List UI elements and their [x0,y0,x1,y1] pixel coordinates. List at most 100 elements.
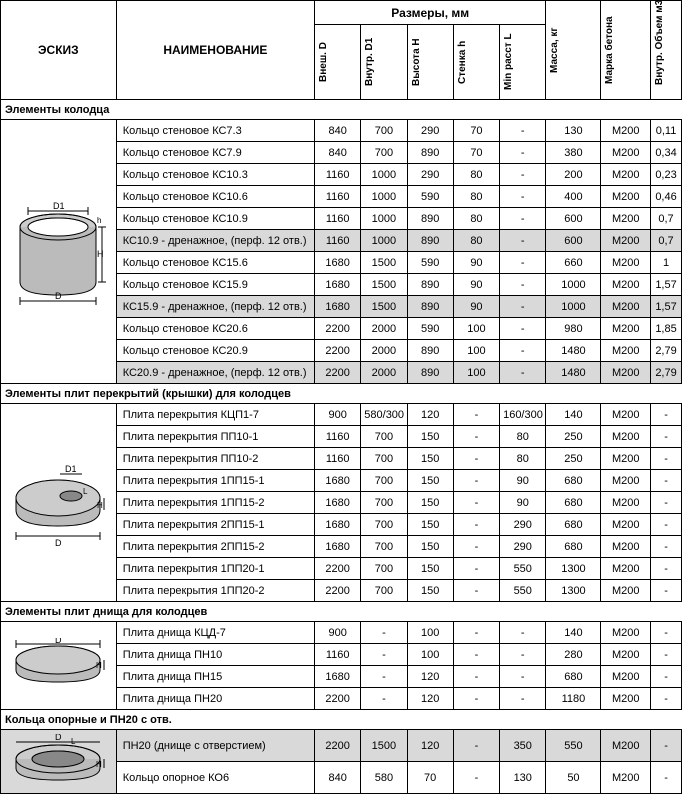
cell-vol: - [651,580,682,602]
svg-text:H: H [97,249,104,259]
cell-name: Плита днища ПН10 [116,644,314,666]
cell-d1: - [361,688,407,710]
header-concrete: Марка бетона [601,1,651,100]
cell-vol: - [651,426,682,448]
cell-h: 150 [407,492,453,514]
cell-h: 150 [407,536,453,558]
cell-vol: 0,11 [651,120,682,142]
cell-d: 840 [315,762,361,794]
svg-text:D: D [55,638,62,645]
cell-mass: 250 [546,426,601,448]
cell-h: 100 [407,622,453,644]
cell-mass: 600 [546,230,601,252]
cell-wall: 90 [453,296,499,318]
cell-l: 290 [500,514,546,536]
cell-vol: - [651,536,682,558]
cell-name: Кольцо стеновое КС7.9 [116,142,314,164]
cell-d: 2200 [315,362,361,384]
section-header: Кольца опорные и ПН20 с отв. [1,710,682,730]
table-row: DHПлита днища КЦД-7900-100--140М200- [1,622,682,644]
header-height: Высота H [407,25,453,100]
cell-conc: М200 [601,164,651,186]
svg-text:H: H [96,661,102,670]
cell-vol: - [651,448,682,470]
cell-d1: 700 [361,580,407,602]
cell-h: 150 [407,426,453,448]
cell-wall: - [453,622,499,644]
cell-mass: 130 [546,120,601,142]
table-row: DLHПН20 (днище с отверстием)22001500120-… [1,730,682,762]
table-row: D1DHLПлита перекрытия КЦП1-7900580/30012… [1,404,682,426]
cell-d: 2200 [315,730,361,762]
cell-conc: М200 [601,142,651,164]
cell-d: 1680 [315,252,361,274]
cell-h: 120 [407,404,453,426]
cell-conc: М200 [601,622,651,644]
cell-d1: 700 [361,470,407,492]
cell-h: 150 [407,448,453,470]
cell-h: 120 [407,666,453,688]
cell-conc: М200 [601,362,651,384]
cell-wall: 90 [453,252,499,274]
cell-vol: 1 [651,252,682,274]
cell-h: 890 [407,362,453,384]
cell-d: 1680 [315,536,361,558]
cell-d: 1160 [315,448,361,470]
cell-wall: - [453,762,499,794]
cell-mass: 680 [546,536,601,558]
cell-name: Плита перекрытия ПП10-1 [116,426,314,448]
cell-conc: М200 [601,762,651,794]
cell-d: 2200 [315,340,361,362]
cell-h: 890 [407,208,453,230]
cell-d: 840 [315,142,361,164]
cell-wall: - [453,688,499,710]
cell-wall: - [453,666,499,688]
cell-d1: 700 [361,492,407,514]
cell-mass: 380 [546,142,601,164]
cell-mass: 400 [546,186,601,208]
cell-name: Кольцо стеновое КС20.6 [116,318,314,340]
cell-conc: М200 [601,252,651,274]
svg-text:D: D [55,734,62,742]
header-min-dist: Min расст L [500,25,546,100]
cell-mass: 250 [546,448,601,470]
cell-wall: 100 [453,340,499,362]
cell-name: Плита перекрытия 2ПП15-1 [116,514,314,536]
cell-d: 2200 [315,558,361,580]
section-header: Элементы плит днища для колодцев [1,602,682,622]
cell-l: - [500,362,546,384]
cell-h: 890 [407,296,453,318]
cell-vol: - [651,622,682,644]
cell-conc: М200 [601,730,651,762]
cell-vol: - [651,762,682,794]
sketch-cell: D1DHh [1,120,117,384]
header-volume: Внутр. Объем м3 [651,1,682,100]
cell-name: ПН20 (днище с отверстием) [116,730,314,762]
cell-conc: М200 [601,208,651,230]
cell-d1: 1500 [361,252,407,274]
cell-h: 890 [407,142,453,164]
cell-wall: - [453,448,499,470]
cell-name: Плита днища ПН15 [116,666,314,688]
cell-name: Кольцо опорное КО6 [116,762,314,794]
cell-h: 100 [407,644,453,666]
cell-vol: 0,23 [651,164,682,186]
cell-vol: - [651,730,682,762]
cell-name: Плита перекрытия 1ПП15-1 [116,470,314,492]
cell-mass: 680 [546,470,601,492]
cell-d1: 700 [361,426,407,448]
cell-conc: М200 [601,186,651,208]
cell-l: - [500,666,546,688]
cell-d: 1160 [315,186,361,208]
cell-conc: М200 [601,470,651,492]
cell-l: - [500,296,546,318]
cell-conc: М200 [601,536,651,558]
header-d-outer: Внеш. D [315,25,361,100]
cell-wall: 80 [453,230,499,252]
cell-wall: 70 [453,142,499,164]
cell-h: 890 [407,274,453,296]
cell-mass: 140 [546,622,601,644]
cell-d: 1680 [315,666,361,688]
cell-l: 350 [500,730,546,762]
cell-h: 290 [407,120,453,142]
